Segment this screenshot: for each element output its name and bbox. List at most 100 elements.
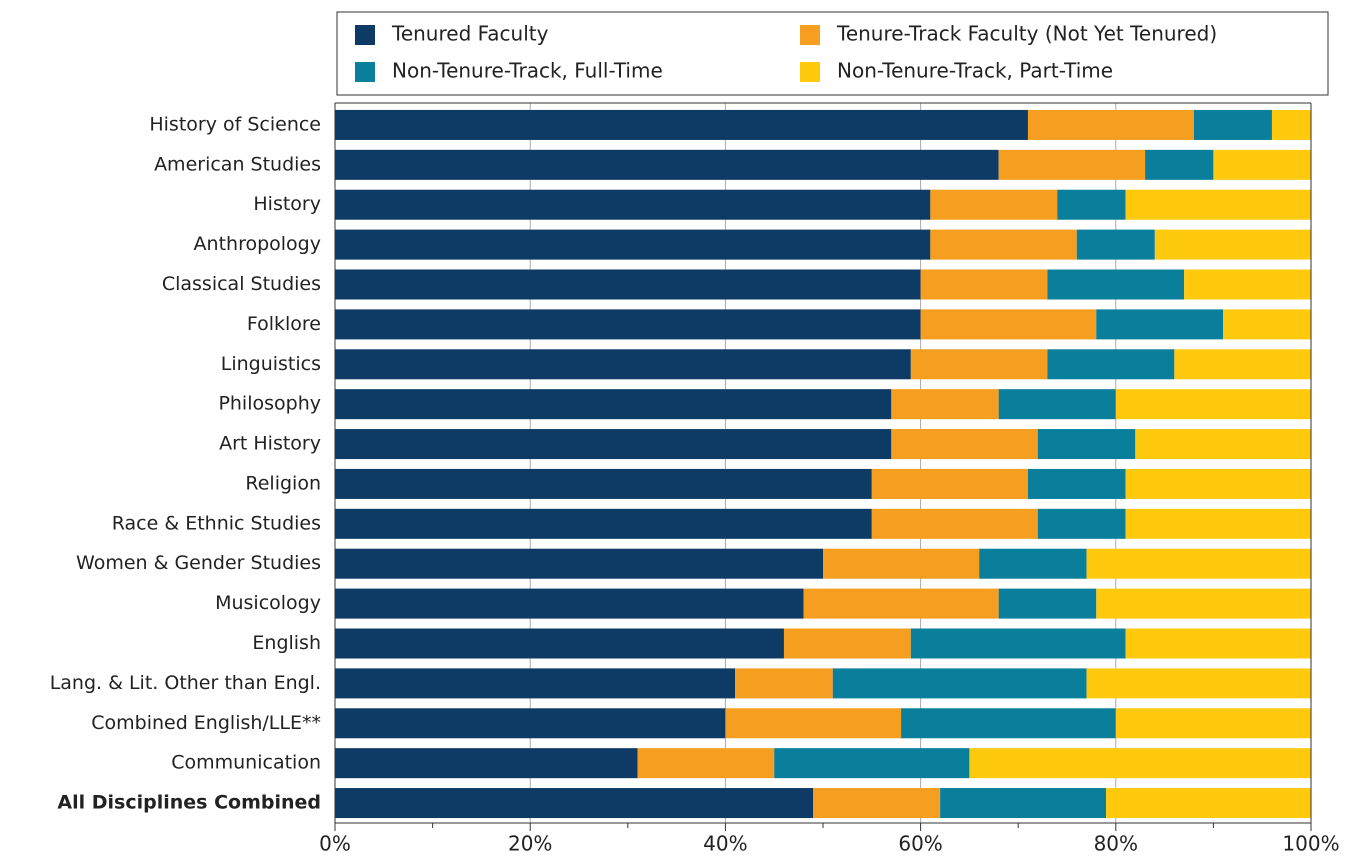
bar-segment [901, 708, 1116, 739]
bar-segment [1027, 468, 1126, 499]
bar-segment [1223, 309, 1311, 340]
bar-segment [1125, 468, 1311, 499]
bar-segment [335, 429, 892, 460]
bar-segment [335, 748, 638, 779]
bar-segment [832, 668, 1087, 699]
bar-segment [735, 668, 833, 699]
bar-segment [335, 389, 892, 420]
y-tick-label: Classical Studies [162, 273, 321, 295]
bar-segment [1086, 548, 1311, 579]
bar-segment [920, 309, 1097, 340]
bar-segment [335, 628, 784, 659]
y-tick-label: History of Science [149, 113, 321, 135]
x-tick-label: 0% [319, 832, 351, 856]
y-tick-label: Anthropology [194, 233, 321, 255]
y-tick-label: Folklore [247, 313, 321, 335]
bar-segment [1057, 189, 1126, 220]
bar-segment [1027, 109, 1194, 140]
y-tick-label: Art History [219, 433, 321, 455]
bar-segment [1125, 508, 1311, 539]
bar-segment [335, 468, 872, 499]
y-tick-label: Race & Ethnic Studies [112, 512, 321, 534]
bar-segment [930, 189, 1058, 220]
bar-segment [1047, 349, 1175, 380]
bar-segment [335, 269, 921, 300]
bar-segment [1047, 269, 1185, 300]
legend-label: Non-Tenure-Track, Part-Time [837, 59, 1113, 83]
bar-segment [335, 508, 872, 539]
bar-segment [335, 548, 823, 579]
bar-segment [920, 269, 1048, 300]
bar-segment [783, 628, 911, 659]
bar-segment [1213, 149, 1311, 180]
bar-segment [637, 748, 775, 779]
legend-box [336, 11, 1329, 96]
y-tick-label: Communication [171, 752, 321, 774]
bar-segment [930, 229, 1077, 260]
legend-swatch [355, 25, 375, 45]
bar-segment [1193, 109, 1272, 140]
bar-segment [969, 748, 1311, 779]
bar-segment [1125, 628, 1311, 659]
bar-segment [335, 109, 1028, 140]
bar-segment [1037, 429, 1136, 460]
bar-segment [1096, 309, 1224, 340]
bar-segment [725, 708, 902, 739]
y-tick-label: American Studies [154, 153, 321, 175]
bar-segment [1174, 349, 1311, 380]
y-tick-label: Combined English/LLE** [91, 712, 321, 734]
bar-segment [871, 468, 1028, 499]
x-tick-label: 80% [1094, 832, 1138, 856]
x-tick-label: 60% [898, 832, 942, 856]
legend-swatch [800, 62, 820, 82]
bar-segment [891, 429, 1038, 460]
bar-segment [1125, 189, 1311, 220]
bar-segment [335, 708, 726, 739]
bar-segment [910, 628, 1126, 659]
bar-segment [891, 389, 999, 420]
legend-swatch [355, 62, 375, 82]
bar-segment [813, 788, 941, 819]
bar-segment [335, 189, 931, 220]
bar-segment [1145, 149, 1214, 180]
legend-label: Tenure-Track Faculty (Not Yet Tenured) [836, 22, 1217, 46]
bar-segment [335, 668, 736, 699]
y-tick-label: Lang. & Lit. Other than Engl. [50, 672, 321, 694]
legend-label: Tenured Faculty [391, 22, 549, 46]
bar-segment [1184, 269, 1311, 300]
bar-segment [803, 588, 999, 619]
bar-segment [335, 788, 814, 819]
x-tick-label: 20% [508, 832, 552, 856]
bar-segment [335, 229, 931, 260]
bar-segment [335, 588, 804, 619]
bar-segment [1086, 668, 1311, 699]
legend-label: Non-Tenure-Track, Full-Time [392, 59, 663, 83]
y-tick-label: Musicology [215, 592, 321, 614]
bar-segment [1106, 788, 1311, 819]
x-tick-label: 40% [703, 832, 747, 856]
bar-segment [940, 788, 1107, 819]
y-tick-label: English [252, 632, 321, 654]
legend-swatch [800, 25, 820, 45]
bar-segment [774, 748, 970, 779]
y-tick-label: All Disciplines Combined [57, 792, 321, 814]
x-tick-label: 100% [1282, 832, 1339, 856]
y-tick-label: Linguistics [221, 353, 321, 375]
bar-segment [1115, 708, 1311, 739]
bar-segment [871, 508, 1038, 539]
bar-segment [998, 389, 1116, 420]
bar-segment [823, 548, 980, 579]
bar-segment [335, 349, 911, 380]
y-tick-label: Religion [245, 472, 321, 494]
bar-segment [998, 149, 1146, 180]
bar-segment [1037, 508, 1126, 539]
y-tick-label: Philosophy [218, 393, 321, 415]
bar-segment [1271, 109, 1311, 140]
y-tick-label: History [253, 193, 321, 215]
bar-segment [1135, 429, 1311, 460]
bar-segment [1076, 229, 1155, 260]
bar-segment [1154, 229, 1311, 260]
bar-segment [335, 309, 921, 340]
bar-segment [979, 548, 1087, 579]
